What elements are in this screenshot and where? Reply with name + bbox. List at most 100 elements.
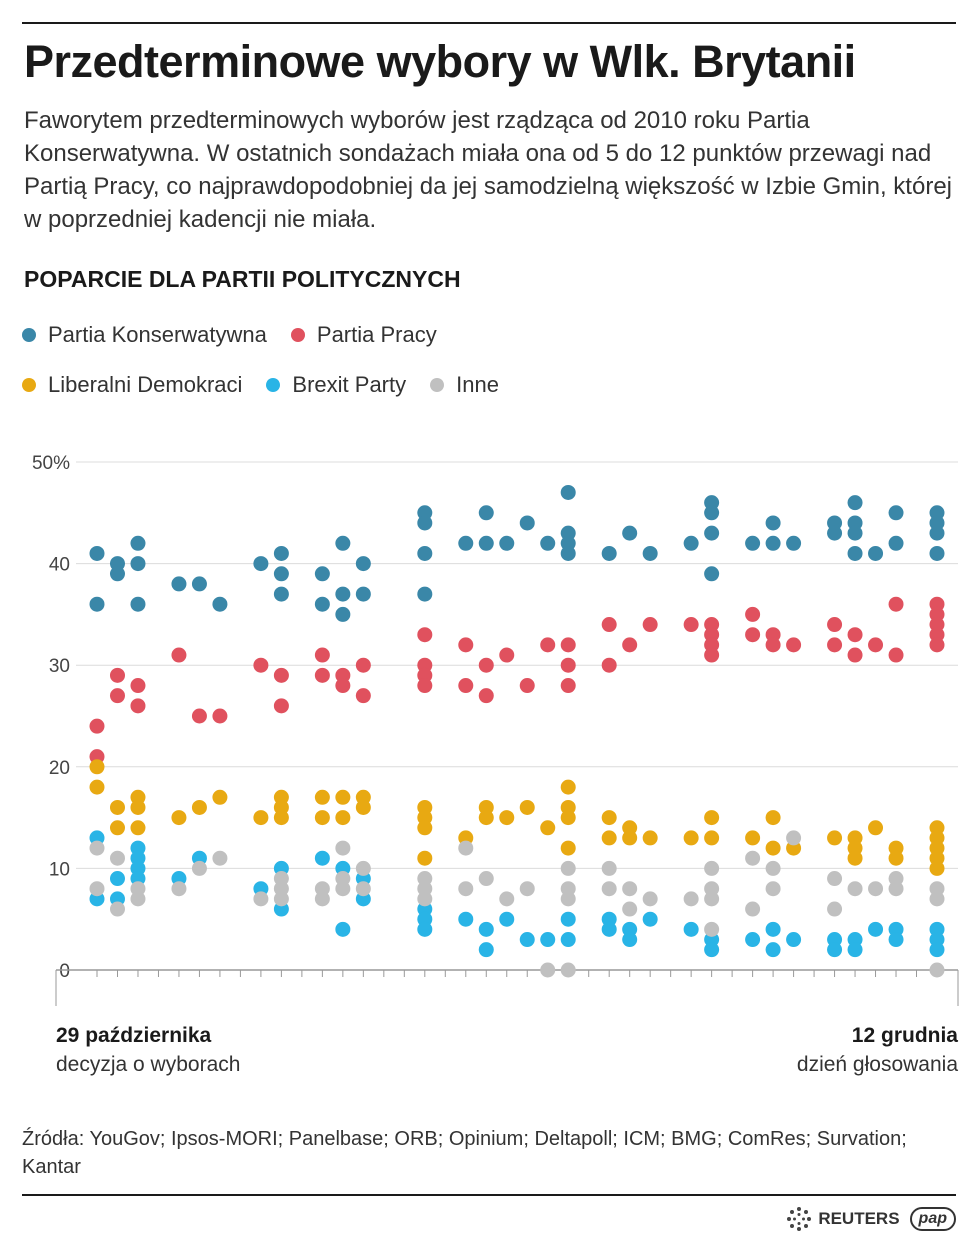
dot-con <box>745 535 761 551</box>
dot-oth <box>89 881 105 897</box>
dot-lab <box>765 637 781 653</box>
reuters-text: REUTERS <box>818 1209 900 1228</box>
dot-ld <box>417 850 433 866</box>
dot-ld <box>191 799 207 815</box>
dot-con <box>847 495 863 511</box>
dot-oth <box>335 881 351 897</box>
dot-con <box>929 525 945 541</box>
dot-ld <box>601 830 617 846</box>
dot-con <box>540 535 556 551</box>
dot-lab <box>745 606 761 622</box>
dot-oth <box>335 840 351 856</box>
legend-label-lab: Partia Pracy <box>316 322 437 347</box>
dot-brx <box>560 911 576 927</box>
dot-ld <box>335 810 351 826</box>
dot-ld <box>171 810 187 826</box>
legend-dot-oth <box>430 378 445 392</box>
dot-oth <box>499 891 515 907</box>
dot-con <box>212 596 228 612</box>
x-start-note: decyzja o wyborach <box>56 1053 241 1076</box>
dot-lab <box>335 678 351 694</box>
y-tick-label: 40 <box>49 555 70 576</box>
dot-brx <box>109 871 125 887</box>
dot-oth <box>765 881 781 897</box>
dot-lab <box>273 667 289 683</box>
dot-con <box>335 535 351 551</box>
dot-oth <box>560 860 576 876</box>
dot-ld <box>765 810 781 826</box>
chart-legend: Partia Konserwatywna Partia Pracy Libera… <box>22 310 722 410</box>
dot-oth <box>642 891 658 907</box>
dot-lab <box>458 637 474 653</box>
dot-lab <box>519 678 535 694</box>
dot-ld <box>130 799 146 815</box>
dot-ld <box>89 759 105 775</box>
dot-con <box>458 535 474 551</box>
dot-con <box>335 606 351 622</box>
dot-ld <box>827 830 843 846</box>
dot-oth <box>704 921 720 937</box>
reuters-logo: REUTERS <box>786 1206 900 1232</box>
dot-lab <box>868 637 884 653</box>
dot-ld <box>478 810 494 826</box>
dot-con <box>417 515 433 531</box>
dot-ld <box>540 820 556 836</box>
dot-lab <box>786 637 802 653</box>
dot-ld <box>847 850 863 866</box>
dot-lab <box>109 688 125 704</box>
dot-con <box>355 586 371 602</box>
dot-lab <box>622 637 638 653</box>
dot-ld <box>314 789 330 805</box>
dot-brx <box>683 921 699 937</box>
legend-item-oth: Inne <box>430 372 499 398</box>
dot-oth <box>519 881 535 897</box>
page-title: Przedterminowe wybory w Wlk. Brytanii <box>24 36 856 87</box>
dot-oth <box>601 881 617 897</box>
dot-brx <box>765 942 781 958</box>
dot-con <box>827 525 843 541</box>
dot-oth <box>683 891 699 907</box>
dot-lab <box>478 688 494 704</box>
dot-ld <box>519 799 535 815</box>
dot-con <box>499 535 515 551</box>
dot-con <box>683 535 699 551</box>
poll-scatter-chart: 0 10 20 30 40 50% <box>32 453 959 1006</box>
dot-oth <box>191 860 207 876</box>
dot-lab <box>355 688 371 704</box>
dot-oth <box>601 860 617 876</box>
x-end-date: 12 grudnia <box>851 1024 958 1047</box>
dot-lab <box>212 708 228 724</box>
dot-oth <box>745 901 761 917</box>
dot-oth <box>622 901 638 917</box>
dot-con <box>929 545 945 561</box>
dot-con <box>355 556 371 572</box>
dot-con <box>786 535 802 551</box>
dot-con <box>704 505 720 521</box>
dot-ld <box>601 810 617 826</box>
dot-ld <box>109 799 125 815</box>
dot-oth <box>560 891 576 907</box>
dot-con <box>847 545 863 561</box>
dot-ld <box>130 820 146 836</box>
dot-lab <box>683 617 699 633</box>
chart-title: POPARCIE DLA PARTII POLITYCZNYCH <box>24 266 461 292</box>
dot-con <box>478 505 494 521</box>
dot-brx <box>847 942 863 958</box>
dot-lab <box>253 657 269 673</box>
dot-lab <box>560 637 576 653</box>
dot-con <box>130 556 146 572</box>
dot-con <box>109 566 125 582</box>
dot-lab <box>847 627 863 643</box>
dot-lab <box>888 647 904 663</box>
dot-lab <box>417 627 433 643</box>
dot-lab <box>827 617 843 633</box>
dot-con <box>642 545 658 561</box>
y-tick-label: 30 <box>49 656 70 677</box>
dot-oth <box>478 871 494 887</box>
dot-con <box>273 586 289 602</box>
dot-lab <box>499 647 515 663</box>
dot-con <box>704 525 720 541</box>
dot-ld <box>273 810 289 826</box>
dot-lab <box>642 617 658 633</box>
top-rule <box>22 22 956 24</box>
